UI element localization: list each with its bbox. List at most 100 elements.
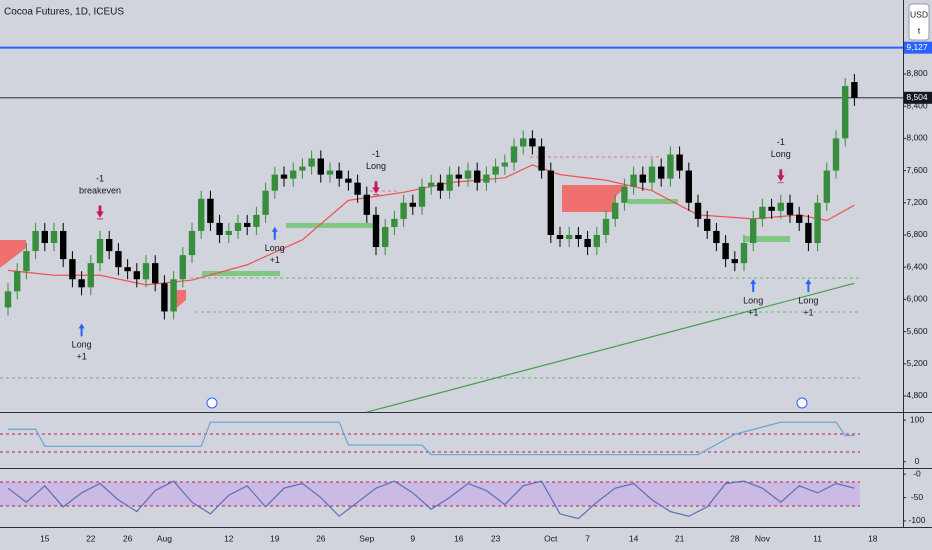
candle (593, 226, 600, 256)
candle-body (814, 202, 821, 244)
signal-label: breakeven (79, 185, 121, 195)
candle (106, 230, 113, 260)
candle (382, 218, 389, 256)
currency-box[interactable] (908, 3, 930, 41)
y-tick-label: 7,200 (906, 197, 928, 207)
candle-body (4, 291, 12, 308)
candle (740, 234, 748, 272)
scroll-button[interactable] (796, 397, 808, 409)
y-tick-label: 5,600 (906, 326, 928, 336)
candle-body (234, 222, 242, 231)
candle (750, 210, 757, 252)
signal-label: +1 (76, 352, 86, 362)
candle (796, 206, 803, 231)
currency-label[interactable]: USD (910, 9, 928, 19)
candle (722, 234, 729, 268)
candle (179, 247, 186, 288)
signal-label: +1 (748, 307, 758, 317)
signal-arrow (78, 323, 85, 337)
candle (96, 230, 104, 272)
candle (372, 206, 380, 256)
candle-body (400, 202, 407, 219)
candle-body (621, 186, 628, 203)
candle (575, 226, 582, 248)
y-tick-label: 100 (910, 414, 924, 424)
candle-body (60, 230, 67, 260)
y-tick-label: 8,800 (906, 68, 928, 78)
x-tick-label: 26 (316, 533, 326, 543)
indicator-line (366, 282, 855, 413)
candle-body (271, 174, 278, 191)
candle (50, 222, 58, 252)
x-tick-label: 19 (270, 533, 280, 543)
candle-body (593, 234, 600, 248)
candle (170, 271, 177, 320)
candle (363, 186, 370, 223)
candle-body (740, 243, 748, 264)
candle (60, 222, 67, 268)
candle-body (556, 234, 564, 240)
candle-body (428, 182, 435, 187)
oscillator-line (7, 480, 855, 520)
x-tick-label: 26 (123, 533, 133, 543)
candle-body (786, 202, 794, 215)
candle (474, 162, 481, 191)
candle-body (483, 174, 490, 183)
candle (400, 194, 407, 227)
candle-body (648, 166, 656, 183)
candle (768, 198, 775, 219)
candle-body (694, 202, 702, 219)
candle-body (41, 230, 48, 244)
zone (0, 240, 26, 268)
candle-body (704, 218, 711, 231)
y-tick-label: 7,600 (906, 165, 928, 175)
candle (253, 206, 260, 235)
price-badge-label: 8,504 (906, 92, 928, 102)
candle (648, 158, 656, 191)
candle (842, 78, 849, 147)
candle-body (96, 239, 104, 264)
candle (612, 194, 619, 227)
scroll-button[interactable] (206, 397, 218, 409)
candle (437, 174, 444, 199)
candle-body (667, 154, 674, 179)
x-tick-label: 22 (86, 533, 96, 543)
band (0, 482, 860, 506)
y-tick-label: 8,400 (906, 100, 928, 110)
candle-body (409, 202, 416, 207)
candle (115, 243, 122, 276)
candle (630, 166, 637, 195)
signal-arrow (777, 169, 785, 184)
candle-body (290, 170, 297, 179)
zone (286, 223, 376, 228)
candle (207, 190, 214, 231)
candle-body (115, 251, 122, 268)
candle-body (391, 218, 398, 227)
candle-body (446, 174, 453, 191)
candle (658, 158, 665, 187)
candle (152, 255, 159, 292)
signal-label: Long (72, 340, 92, 350)
candle (216, 214, 223, 244)
candle-body (713, 230, 720, 244)
signal-arrow (372, 181, 380, 196)
candle-body (161, 283, 168, 312)
candle (32, 222, 39, 260)
candle (124, 259, 131, 280)
unit-button[interactable]: t (918, 25, 921, 35)
candle-body (777, 202, 784, 211)
x-tick-label: Nov (755, 533, 771, 543)
y-tick-label: -50 (911, 492, 924, 502)
candle (234, 214, 242, 240)
candle-body (768, 206, 775, 211)
candle-body (299, 166, 306, 171)
candle (621, 178, 628, 211)
signal-label: -1 (777, 137, 785, 147)
signal-label: +1 (803, 307, 813, 317)
candle-body (722, 243, 729, 260)
zone (562, 185, 628, 212)
candle (501, 154, 508, 175)
zone (628, 199, 678, 204)
candle-body (69, 259, 76, 280)
candle-body (354, 182, 361, 195)
